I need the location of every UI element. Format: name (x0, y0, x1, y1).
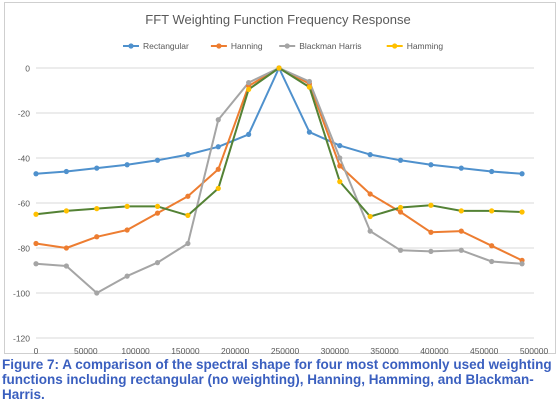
data-point (276, 65, 282, 71)
data-point (519, 171, 525, 177)
data-point (63, 245, 69, 251)
y-tick-label: -60 (18, 199, 31, 209)
data-point (185, 240, 191, 247)
data-point (94, 290, 100, 296)
data-point (428, 229, 434, 235)
x-tick-label: 50000 (74, 346, 98, 356)
data-point (94, 165, 100, 171)
data-point (428, 202, 434, 208)
data-point (397, 247, 404, 253)
data-point (246, 131, 252, 137)
series-line (35, 67, 523, 218)
x-tick-label: 100000 (121, 346, 150, 356)
data-point (306, 84, 313, 90)
x-tick-label: 200000 (221, 346, 250, 356)
data-point (337, 179, 343, 185)
legend-marker (216, 43, 222, 49)
data-point (215, 185, 221, 191)
data-point (397, 204, 404, 211)
data-point (154, 260, 161, 266)
data-point (458, 165, 464, 171)
data-point (94, 206, 100, 212)
x-tick-label: 150000 (171, 346, 200, 356)
series-line (35, 67, 523, 294)
axes: 0 -20 -40 -60 -80 -100 -120 0 50000 100000 150000 2… (13, 64, 548, 357)
x-tick-label: 350000 (370, 346, 399, 356)
data-point (367, 228, 373, 234)
legend-label: Blackman Harris (299, 41, 361, 51)
y-tick-label: -40 (18, 154, 31, 164)
data-point (124, 227, 130, 233)
data-point (458, 208, 464, 214)
data-point (33, 171, 39, 177)
data-point (124, 273, 130, 279)
data-point (154, 157, 161, 163)
data-point (519, 261, 525, 267)
y-tick-label: -100 (13, 289, 30, 299)
data-point (489, 258, 495, 265)
legend-label: Rectangular (143, 41, 189, 51)
data-point (337, 163, 343, 169)
data-point (215, 117, 221, 123)
legend-marker (284, 43, 290, 49)
data-point (154, 210, 161, 216)
x-tick-label: 300000 (321, 346, 350, 356)
y-tick-label: 0 (25, 64, 30, 74)
data-point (124, 203, 130, 209)
legend-label: Hanning (231, 41, 263, 51)
data-point (246, 86, 252, 92)
data-point (306, 129, 313, 135)
x-tick-label: 0 (34, 346, 39, 356)
legend-marker (128, 43, 134, 49)
data-point (489, 168, 495, 175)
x-tick-label: 450000 (470, 346, 499, 356)
data-point (489, 243, 495, 249)
gridlines (36, 67, 534, 339)
data-point (124, 162, 130, 168)
data-point (428, 162, 434, 168)
data-point (397, 209, 404, 215)
data-point (33, 240, 39, 247)
data-point (397, 157, 404, 163)
data-point (489, 208, 495, 214)
data-point (367, 213, 373, 220)
legend-marker (392, 43, 398, 49)
data-point (337, 155, 343, 161)
x-tick-label: 250000 (271, 346, 300, 356)
data-point (367, 152, 373, 158)
data-point (185, 212, 191, 218)
data-point (185, 193, 191, 199)
figure-caption: Figure 7: A comparison of the spectral s… (2, 357, 552, 402)
data-point (63, 208, 69, 214)
line-chart: FFT Weighting Function Frequency Respons… (13, 12, 548, 357)
data-point (185, 152, 191, 158)
data-point (246, 80, 252, 86)
y-tick-label: -20 (18, 109, 31, 119)
data-point (337, 143, 343, 149)
legend: Rectangular Hanning Blackman Harris Hamming (123, 41, 443, 51)
data-point (519, 209, 525, 215)
data-point (458, 247, 464, 253)
y-tick-label: -80 (18, 244, 31, 254)
series-line (35, 67, 523, 262)
data-point (63, 168, 69, 175)
data-point (306, 78, 313, 85)
legend-label: Hamming (407, 41, 444, 51)
data-point (94, 234, 100, 240)
data-point (215, 166, 221, 172)
data-point (428, 248, 434, 254)
data-point (33, 211, 39, 217)
data-point (367, 191, 373, 197)
series-lines (35, 67, 523, 294)
chart-title: FFT Weighting Function Frequency Respons… (145, 12, 410, 27)
data-point (154, 203, 161, 209)
x-tick-label: 500000 (520, 346, 549, 356)
y-tick-label: -120 (13, 334, 30, 344)
data-point (458, 228, 464, 234)
series-points (33, 65, 525, 296)
data-point (33, 261, 39, 267)
x-tick-label: 400000 (420, 346, 449, 356)
data-point (215, 144, 221, 150)
data-point (63, 263, 69, 269)
